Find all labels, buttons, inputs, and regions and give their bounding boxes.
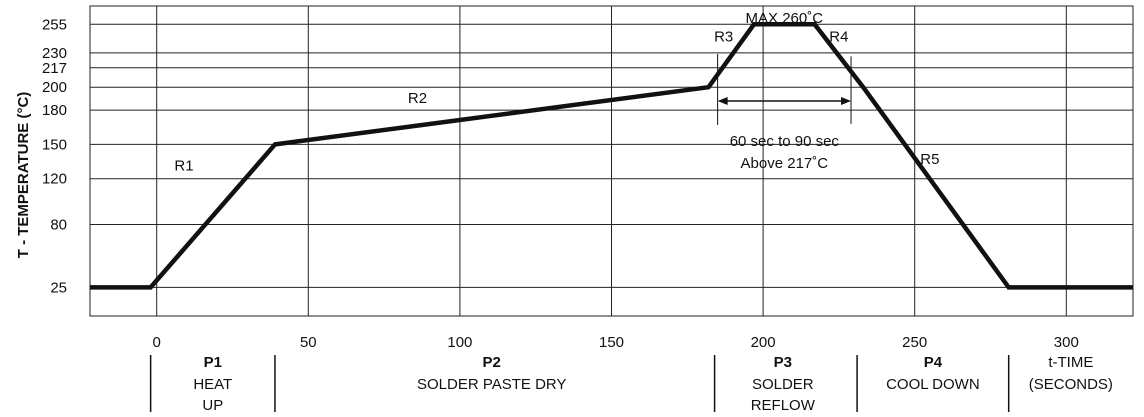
duration-arrow-left-head: [717, 96, 728, 105]
duration-label: 60 sec to 90 sec: [730, 133, 840, 150]
y-tick-label: 25: [50, 279, 67, 296]
phase-name-p1: HEAT: [193, 376, 232, 393]
phase-name-p4: COOL DOWN: [886, 376, 980, 393]
curve-layer: [90, 22, 1133, 290]
phase-id-p4: P4: [924, 354, 943, 371]
segment-label-r2: R2: [408, 90, 427, 107]
phase-name-p3: REFLOW: [751, 397, 816, 414]
x-axis-title: t-TIME: [1048, 354, 1093, 371]
grid-layer: [89, 5, 1134, 317]
y-axis-title: T - TEMPERATURE (°C): [15, 92, 32, 259]
x-axis-title: (SECONDS): [1029, 376, 1113, 393]
x-tick-label: 300: [1054, 334, 1079, 351]
phase-name-p1: UP: [202, 397, 223, 414]
segment-label-r4: R4: [829, 28, 848, 45]
x-tick-label: 50: [300, 334, 317, 351]
temperature-profile-line: [90, 22, 1133, 290]
phase-layer: P1 HEAT UP P2 SOLDER PASTE DRY P3 SOLDER REFLOW…: [149, 354, 1113, 414]
x-tick-label: 200: [751, 334, 776, 351]
max-temperature-label: MAX 260˚C: [746, 10, 824, 27]
segment-label-r1: R1: [174, 158, 193, 175]
y-tick-label: 217: [42, 60, 67, 77]
segment-label-r5: R5: [920, 151, 939, 168]
phase-id-p2: P2: [483, 354, 501, 371]
phase-id-p1: P1: [204, 354, 222, 371]
duration-arrow-right-head: [841, 96, 852, 105]
duration-threshold-label: Above 217˚C: [741, 155, 829, 172]
phase-name-p3: SOLDER: [752, 376, 814, 393]
phase-name-p2: SOLDER PASTE DRY: [417, 376, 567, 393]
phase-id-p3: P3: [774, 354, 792, 371]
x-tick-label: 250: [902, 334, 927, 351]
y-tick-label: 180: [42, 102, 67, 119]
annotation-layer: R1 R2 R3 R4 R5 MAX 260˚C 60 sec to 90 sec Above…: [174, 10, 939, 175]
segment-label-r3: R3: [714, 28, 733, 45]
y-tick-label: 80: [50, 216, 67, 233]
y-tick-label: 120: [42, 171, 67, 188]
y-tick-label: 230: [42, 45, 67, 62]
y-tick-label: 255: [42, 16, 67, 33]
x-tick-label: 0: [153, 334, 161, 351]
x-tick-label: 100: [447, 334, 472, 351]
y-tick-label: 200: [42, 79, 67, 96]
x-tick-label: 150: [599, 334, 624, 351]
y-tick-label: 150: [42, 136, 67, 153]
